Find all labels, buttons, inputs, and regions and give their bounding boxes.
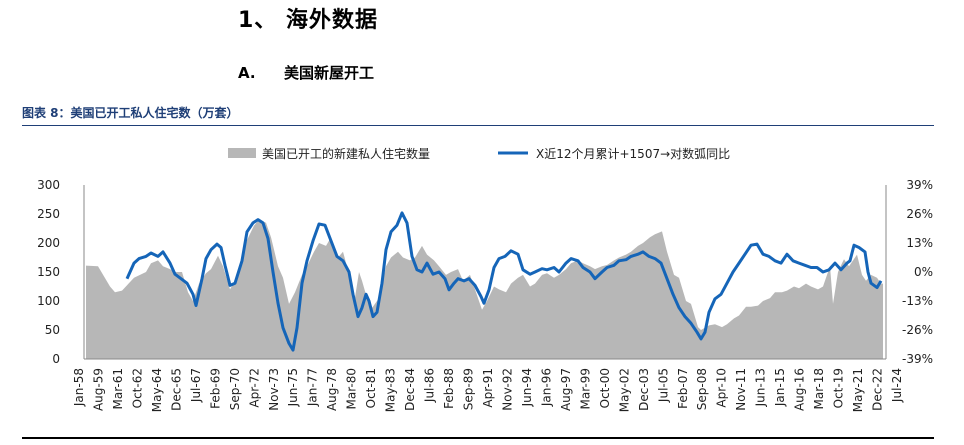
legend-swatch-area (228, 148, 256, 158)
x-tick-label: Oct-62 (130, 368, 144, 408)
x-tick-label: Feb-88 (442, 368, 456, 409)
y-left-tick-label: 50 (45, 323, 60, 337)
x-tick-label: Aug-97 (559, 368, 573, 411)
figure-top-rule (22, 125, 934, 126)
x-tick-label: Aug-59 (92, 368, 106, 411)
x-tick-label: Aug-16 (793, 368, 807, 411)
y-left-tick-label: 250 (37, 207, 60, 221)
x-tick-label: Mar-61 (111, 368, 125, 409)
y-right-tick-label: -13% (902, 294, 933, 308)
x-tick-label: Nov-73 (267, 368, 281, 411)
series-area-housing-starts (86, 219, 883, 359)
x-tick-label: Jan-96 (539, 368, 553, 407)
subsection-title: 美国新屋开工 (284, 64, 375, 82)
x-tick-label: Dec-84 (403, 368, 417, 411)
y-right-tick-label: 13% (906, 236, 933, 250)
x-tick-label: Dec-22 (871, 368, 885, 411)
subsection-heading: A. 美国新屋开工 (238, 62, 374, 83)
x-tick-label: Mar-80 (345, 368, 359, 409)
x-tick-label: Oct-81 (364, 368, 378, 408)
x-tick-label: Jul-24 (890, 368, 904, 403)
x-tick-label: Sep-89 (462, 368, 476, 410)
x-tick-label: Apr-91 (481, 368, 495, 408)
y-right-tick-label: 0% (914, 265, 933, 279)
x-tick-label: Aug-78 (325, 368, 339, 411)
x-ticks: Jan-58 Aug-59 Mar-61 Oct-62 May-64 Dec-65 Jul-… (72, 368, 904, 412)
figure-bottom-rule (22, 437, 934, 439)
x-tick-label: Jan-77 (306, 368, 320, 407)
x-tick-label: Apr-72 (247, 368, 261, 408)
y-right-tick-label: 26% (906, 207, 933, 221)
x-tick-label: May-64 (150, 368, 164, 412)
y-right-tick-label: -39% (902, 352, 933, 366)
figure-title: 图表 8：美国已开工私人住宅数（万套） (22, 106, 239, 120)
x-tick-label: Oct-19 (832, 368, 846, 408)
x-tick-label: Jun-75 (286, 368, 300, 407)
x-tick-label: Mar-99 (578, 368, 592, 409)
section-heading: 1、 海外数据 (238, 8, 378, 33)
x-tick-label: Jan-58 (72, 368, 86, 407)
y-left-ticks: 0 50 100 150 200 250 300 (37, 178, 60, 366)
y-left-tick-label: 100 (37, 294, 60, 308)
x-tick-label: Sep-08 (695, 368, 709, 410)
y-left-tick-label: 0 (52, 352, 60, 366)
legend: 美国已开工的新建私人住宅数量 X近12个月累计+1507→对数弧同比 (228, 146, 730, 161)
x-tick-label: Dec-65 (169, 368, 183, 411)
y-right-tick-label: 39% (906, 178, 933, 192)
y-right-ticks: -39% -26% -13% 0% 13% 26% 39% (902, 178, 933, 366)
x-tick-label: Jul-67 (189, 368, 203, 403)
x-tick-label: Feb-07 (676, 368, 690, 409)
x-tick-label: Nov-11 (734, 368, 748, 411)
y-left-tick-label: 200 (37, 236, 60, 250)
x-tick-label: Jun-94 (520, 368, 534, 407)
subsection-number: A. (238, 64, 256, 82)
x-tick-label: Feb-69 (208, 368, 222, 409)
x-tick-label: Jul-05 (656, 368, 670, 403)
x-tick-label: Jun-13 (754, 368, 768, 407)
y-right-tick-label: -26% (902, 323, 933, 337)
legend-label-line: X近12个月累计+1507→对数弧同比 (536, 146, 730, 161)
x-tick-label: Dec-03 (637, 368, 651, 411)
x-tick-label: Mar-18 (812, 368, 826, 409)
x-tick-label: Jul-86 (423, 368, 437, 403)
x-tick-label: Apr-10 (715, 368, 729, 408)
x-tick-label: Nov-92 (501, 368, 515, 411)
x-tick-label: May-02 (617, 368, 631, 412)
legend-label-area: 美国已开工的新建私人住宅数量 (262, 146, 430, 161)
series-line-yoy (125, 211, 883, 352)
x-tick-label: Sep-70 (228, 368, 242, 410)
x-tick-label: May-21 (851, 368, 865, 412)
x-tick-label: May-83 (384, 368, 398, 412)
x-tick-label: Jan-15 (773, 368, 787, 407)
x-tick-label: Oct-00 (598, 368, 612, 408)
y-left-tick-label: 150 (37, 265, 60, 279)
y-left-tick-label: 300 (37, 178, 60, 192)
